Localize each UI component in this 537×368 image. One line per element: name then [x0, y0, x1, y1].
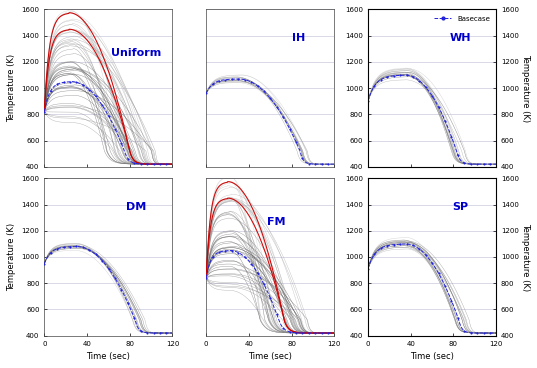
- Text: IH: IH: [292, 33, 305, 43]
- Text: FM: FM: [267, 217, 286, 227]
- Text: SP: SP: [452, 202, 468, 212]
- Text: Uniform: Uniform: [112, 49, 162, 59]
- Legend: Basecase: Basecase: [431, 13, 492, 25]
- Text: WH: WH: [449, 33, 471, 43]
- Y-axis label: Temperature (K): Temperature (K): [521, 223, 530, 291]
- Y-axis label: Temperature (K): Temperature (K): [7, 54, 16, 122]
- Y-axis label: Temperature (K): Temperature (K): [521, 54, 530, 122]
- X-axis label: Time (sec): Time (sec): [248, 352, 292, 361]
- Text: DM: DM: [127, 202, 147, 212]
- Y-axis label: Temperature (K): Temperature (K): [7, 223, 16, 291]
- X-axis label: Time (sec): Time (sec): [410, 352, 454, 361]
- X-axis label: Time (sec): Time (sec): [86, 352, 130, 361]
